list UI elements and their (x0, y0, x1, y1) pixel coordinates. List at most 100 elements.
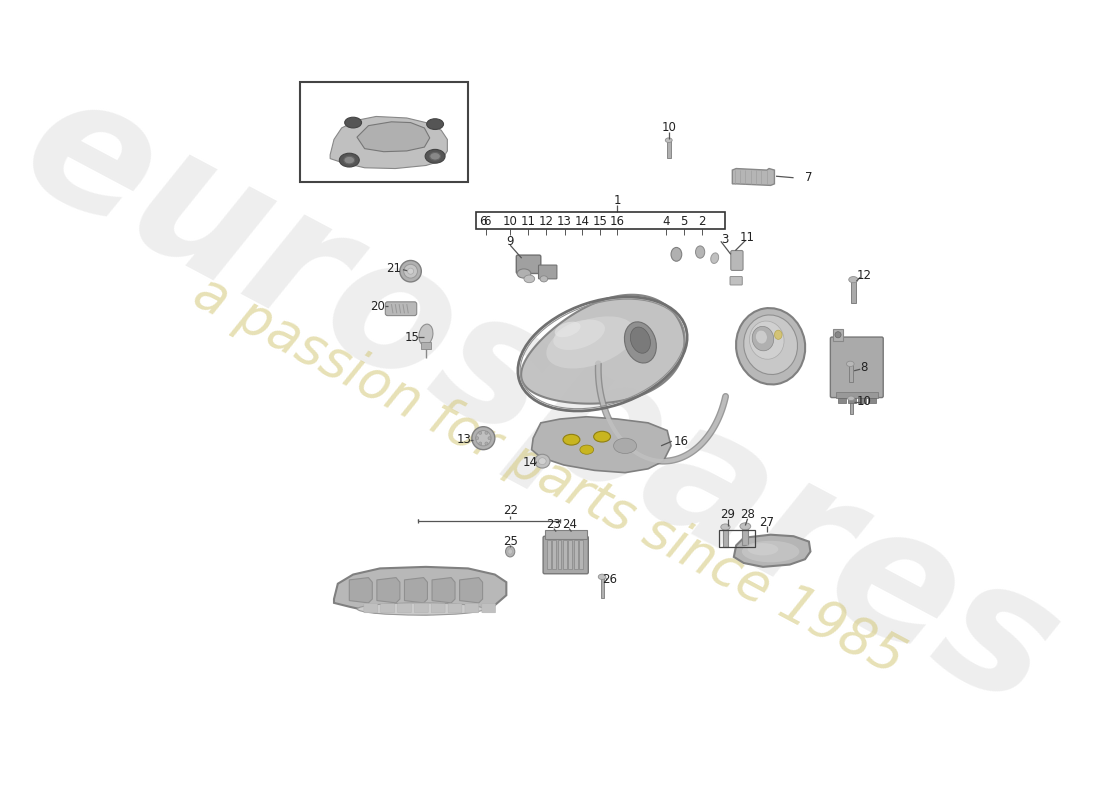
Ellipse shape (774, 330, 782, 339)
FancyBboxPatch shape (830, 337, 883, 398)
Text: 29: 29 (720, 508, 735, 522)
Text: 6: 6 (483, 215, 491, 228)
Bar (851, 281, 856, 302)
Ellipse shape (472, 426, 495, 450)
Polygon shape (358, 122, 430, 152)
FancyBboxPatch shape (397, 604, 411, 613)
Bar (836, 392, 878, 398)
Ellipse shape (846, 361, 854, 366)
Text: 21: 21 (386, 262, 402, 274)
Ellipse shape (475, 430, 491, 446)
Bar (849, 400, 854, 414)
Text: 15: 15 (593, 215, 607, 228)
Text: 1: 1 (614, 194, 622, 207)
Ellipse shape (540, 276, 548, 282)
Ellipse shape (671, 247, 682, 262)
Text: 26: 26 (603, 574, 617, 586)
Ellipse shape (344, 156, 354, 164)
Ellipse shape (524, 275, 535, 282)
FancyBboxPatch shape (730, 277, 743, 285)
Text: 7: 7 (805, 171, 813, 184)
Ellipse shape (695, 246, 705, 258)
FancyBboxPatch shape (465, 604, 478, 613)
Bar (848, 398, 856, 403)
Ellipse shape (407, 268, 414, 274)
Bar (574, 540, 578, 569)
Text: 13: 13 (557, 215, 572, 228)
Ellipse shape (594, 431, 610, 442)
Bar (668, 141, 671, 158)
Ellipse shape (535, 454, 550, 468)
Bar (858, 398, 866, 403)
Text: 28: 28 (740, 508, 755, 522)
FancyBboxPatch shape (415, 604, 428, 613)
Ellipse shape (506, 546, 515, 557)
Text: 12: 12 (539, 215, 553, 228)
Polygon shape (377, 578, 400, 603)
Ellipse shape (554, 322, 581, 337)
Ellipse shape (744, 315, 798, 374)
Ellipse shape (741, 541, 800, 562)
Text: 10: 10 (661, 122, 676, 134)
Text: 14: 14 (574, 215, 590, 228)
Text: 4: 4 (662, 215, 670, 228)
Text: 12: 12 (857, 270, 871, 282)
Ellipse shape (711, 253, 718, 263)
Text: 2: 2 (697, 215, 705, 228)
Ellipse shape (563, 434, 580, 445)
Ellipse shape (344, 118, 362, 128)
Ellipse shape (720, 524, 730, 530)
Bar (742, 528, 748, 545)
Ellipse shape (598, 574, 606, 579)
Ellipse shape (580, 445, 594, 454)
Text: 11: 11 (520, 215, 536, 228)
Polygon shape (521, 294, 684, 404)
Ellipse shape (478, 442, 482, 445)
Ellipse shape (666, 138, 672, 142)
Ellipse shape (748, 543, 779, 555)
Polygon shape (734, 534, 811, 567)
Ellipse shape (625, 322, 657, 363)
Ellipse shape (485, 442, 488, 445)
Polygon shape (334, 567, 506, 614)
Ellipse shape (835, 332, 842, 338)
Bar (868, 398, 876, 403)
Text: 13: 13 (456, 434, 472, 446)
Text: 27: 27 (759, 516, 774, 529)
Text: 9: 9 (506, 235, 514, 248)
Text: 8: 8 (860, 362, 868, 374)
Ellipse shape (488, 437, 491, 440)
Text: 22: 22 (503, 505, 518, 518)
Ellipse shape (475, 437, 478, 440)
Ellipse shape (614, 438, 637, 454)
Bar (579, 540, 583, 569)
Text: 14: 14 (522, 456, 538, 469)
Bar (299, 82, 468, 182)
FancyBboxPatch shape (516, 255, 541, 274)
Polygon shape (405, 578, 428, 603)
Text: 25: 25 (503, 535, 518, 548)
Bar (544, 530, 586, 539)
Ellipse shape (430, 153, 440, 160)
Ellipse shape (736, 308, 805, 385)
Ellipse shape (404, 264, 418, 278)
Text: 16: 16 (673, 434, 689, 448)
Ellipse shape (485, 431, 488, 434)
FancyBboxPatch shape (448, 604, 462, 613)
FancyBboxPatch shape (539, 265, 557, 279)
Bar (838, 398, 846, 403)
FancyBboxPatch shape (730, 250, 743, 270)
Ellipse shape (740, 523, 750, 530)
Ellipse shape (630, 327, 650, 354)
Ellipse shape (339, 154, 360, 167)
FancyBboxPatch shape (364, 604, 377, 613)
Bar (569, 540, 572, 569)
Ellipse shape (849, 277, 858, 282)
Text: 6: 6 (478, 215, 486, 228)
Bar (558, 540, 561, 569)
FancyBboxPatch shape (482, 604, 496, 613)
Ellipse shape (427, 118, 443, 130)
Text: 3: 3 (720, 233, 728, 246)
Bar (476, 212, 725, 229)
Polygon shape (460, 578, 483, 603)
